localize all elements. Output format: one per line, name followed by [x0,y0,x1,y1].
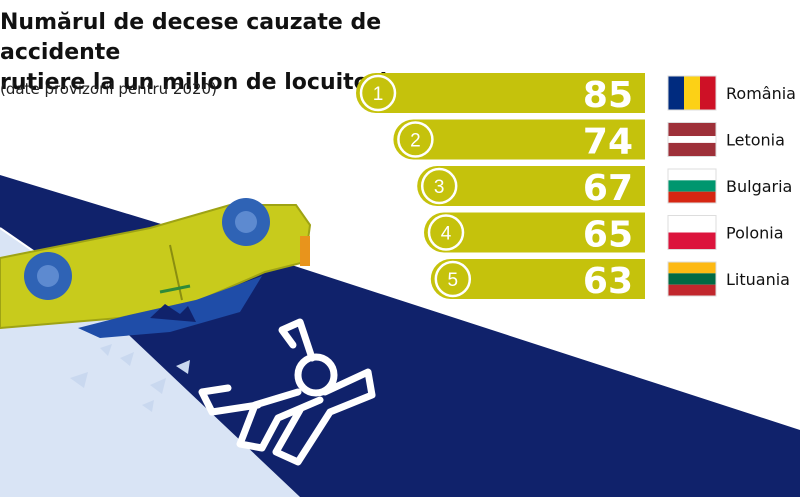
flag-stripe [700,76,716,110]
flag-stripe [668,122,716,137]
flag-stripe [668,273,716,285]
country-flag-icon [667,122,717,157]
flag-border [667,75,717,111]
rank-label: 3 [434,177,445,198]
page-title: Numărul de decese cauzate de accidente r… [0,8,500,98]
bar [424,212,645,253]
rank-badge [397,121,434,158]
flag-border [667,168,717,204]
flag-border [667,122,717,157]
flag-stripe [668,191,716,203]
flag-stripe [668,215,716,233]
glass-shards-icon [70,344,190,412]
subtitle: (date provizorii pentru 2020) [0,80,217,98]
country-label: Bulgaria [726,177,792,196]
bar [430,259,645,299]
country-label: Letonia [726,131,785,150]
value-label: 63 [583,261,633,302]
rank-badge [420,167,458,205]
flag-border [667,215,717,250]
country-label: Lituania [726,270,790,289]
country-flag-icon [667,261,717,297]
country-flag-icon [667,168,717,204]
flag-stripe [668,232,716,250]
flag-stripe [668,142,716,157]
country-label: România [726,84,796,103]
flag-stripe [668,76,684,110]
bar [393,119,645,160]
bar-row-2: 2 74 Letonia [393,119,785,163]
bar-row-1: 1 85 România [356,73,796,116]
bar-row-3: 3 67 Bulgaria [417,166,792,209]
flag-border [667,261,717,297]
bar [356,73,645,113]
value-label: 85 [583,75,633,116]
flag-stripe [684,76,700,110]
flag-stripe [668,136,716,143]
title-line-1: Numărul de decese cauzate de accidente [0,10,382,65]
rank-label: 2 [410,131,421,152]
rank-badge [427,214,465,251]
country-flag-icon [667,215,717,250]
title-line-2: rutiere la un milion de locuitori [0,70,388,95]
flag-stripe [668,262,716,274]
value-label: 65 [583,215,633,256]
rank-badge [434,260,472,298]
value-label: 74 [583,122,633,163]
rank-label: 5 [448,270,459,291]
rank-label: 4 [441,224,452,245]
flag-stripe [668,284,716,296]
flag-stripe [668,169,716,181]
bar-row-4: 4 65 Polonia [424,212,784,256]
country-flag-icon [667,75,717,111]
body-outline-icon [198,318,376,466]
country-label: Polonia [726,224,784,243]
value-label: 67 [583,168,633,209]
flag-stripe [668,180,716,192]
overturned-car-icon [0,198,312,338]
bar-row-5: 5 63 Lituania [430,259,790,302]
rank-label: 1 [373,84,384,105]
rank-badge [359,74,397,112]
bar [417,166,645,206]
